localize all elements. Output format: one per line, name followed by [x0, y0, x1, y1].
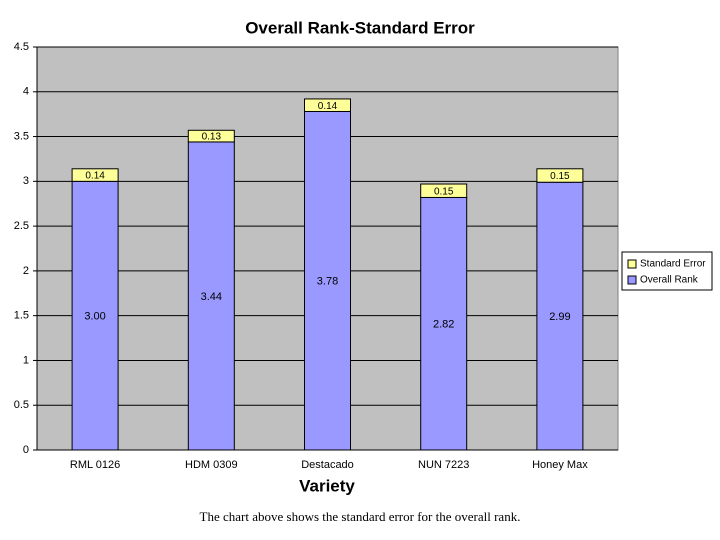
bar-segment	[536, 181, 584, 451]
data-label: 2.99	[549, 311, 570, 323]
bar-segment	[187, 129, 235, 143]
y-tick-label: 4.5	[14, 41, 29, 53]
chart-title: Overall Rank-Standard Error	[245, 18, 475, 37]
x-tick-label: HDM 0309	[185, 459, 238, 471]
bar-segment	[187, 141, 235, 451]
data-label: 0.14	[318, 101, 338, 112]
y-tick-label: 2.5	[14, 220, 29, 232]
y-tick-label: 4	[23, 86, 29, 98]
y-tick-label: 3.5	[14, 130, 29, 142]
y-tick-label: 3	[23, 175, 29, 187]
caption: The chart above shows the standard error…	[200, 509, 521, 524]
y-tick-label: 1.5	[14, 310, 29, 322]
legend	[621, 251, 713, 291]
data-label: 3.00	[84, 311, 105, 323]
data-label: 0.15	[434, 186, 454, 197]
data-label: 3.78	[317, 276, 338, 288]
y-tick-label: 1	[23, 354, 29, 366]
data-label: 2.82	[433, 319, 454, 331]
bar-segment	[536, 168, 584, 183]
legend-swatch	[627, 275, 637, 285]
data-label: 0.13	[202, 132, 222, 143]
legend-swatch	[627, 259, 637, 269]
x-tick-label: Honey Max	[532, 459, 588, 471]
legend-label: Standard Error	[640, 259, 706, 270]
bar-segment	[420, 196, 468, 451]
y-tick-label: 0	[23, 444, 29, 456]
bar-segment	[420, 183, 468, 198]
data-label: 0.15	[550, 171, 570, 182]
y-tick-label: 2	[23, 265, 29, 277]
data-label: 0.14	[85, 171, 105, 182]
bar-segment	[71, 180, 119, 451]
bar-segment	[71, 168, 119, 182]
bar-segment	[304, 98, 351, 112]
x-tick-label: Destacado	[301, 459, 354, 471]
data-label: 3.44	[201, 291, 222, 303]
legend-label: Overall Rank	[640, 275, 699, 286]
y-tick-label: 0.5	[14, 399, 29, 411]
x-tick-label: RML 0126	[70, 459, 120, 471]
x-axis-title: Variety	[299, 476, 355, 495]
bar-segment	[304, 110, 351, 451]
x-tick-label: NUN 7223	[418, 459, 469, 471]
